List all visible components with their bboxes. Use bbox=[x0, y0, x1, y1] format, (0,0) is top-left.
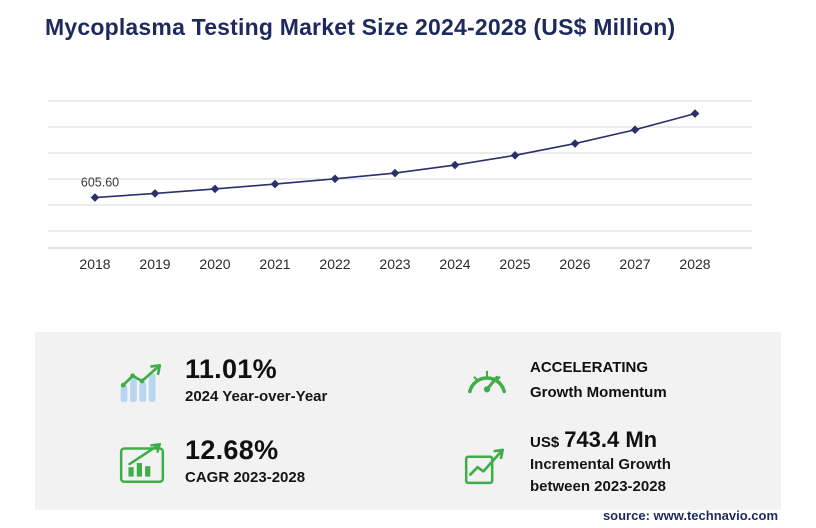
cagr-chart-icon bbox=[117, 437, 167, 487]
yoy-growth-value: 11.01% bbox=[185, 354, 277, 385]
momentum-line1: ACCELERATING bbox=[530, 359, 649, 376]
svg-text:2023: 2023 bbox=[379, 256, 410, 272]
svg-text:2025: 2025 bbox=[499, 256, 530, 272]
svg-text:605.60: 605.60 bbox=[81, 176, 119, 190]
stats-panel: 11.01% 2024 Year-over-Year ACCELERATING … bbox=[35, 332, 781, 510]
bar-chart-growth-icon bbox=[117, 356, 167, 406]
currency-label: US$ bbox=[530, 434, 560, 451]
incremental-growth-label-line2: between 2023-2028 bbox=[530, 477, 666, 495]
svg-text:2021: 2021 bbox=[259, 256, 290, 272]
stat-yoy-growth: 11.01% 2024 Year-over-Year bbox=[117, 354, 462, 407]
svg-text:2020: 2020 bbox=[199, 256, 230, 272]
svg-text:2028: 2028 bbox=[679, 256, 710, 272]
svg-text:2024: 2024 bbox=[439, 256, 470, 272]
svg-text:2027: 2027 bbox=[619, 256, 650, 272]
cagr-label: CAGR 2023-2028 bbox=[185, 469, 306, 487]
yoy-growth-label: 2024 Year-over-Year bbox=[185, 388, 328, 406]
stat-cagr: 12.68% CAGR 2023-2028 bbox=[117, 435, 462, 488]
incremental-growth-label-line1: Incremental Growth bbox=[530, 456, 671, 473]
market-size-chart: 2018 2019 2020 2021 2022 2023 2024 2025 2026 2027… bbox=[40, 82, 780, 282]
stat-growth-momentum: ACCELERATING Growth Momentum bbox=[462, 356, 771, 406]
svg-text:2018: 2018 bbox=[79, 256, 110, 272]
source-attribution: source: www.technavio.com bbox=[602, 508, 778, 523]
incremental-amount: 743.4 Mn bbox=[564, 427, 658, 452]
stat-incremental-growth: US$ 743.4 Mn Incremental Growth between … bbox=[462, 427, 771, 496]
momentum-line2: Growth Momentum bbox=[530, 383, 667, 401]
svg-text:2026: 2026 bbox=[559, 256, 590, 272]
svg-text:2022: 2022 bbox=[319, 256, 350, 272]
incremental-growth-icon bbox=[462, 437, 512, 487]
cagr-value: 12.68% bbox=[185, 435, 279, 466]
incremental-growth-value: US$ 743.4 Mn bbox=[530, 427, 671, 453]
speedometer-icon bbox=[462, 356, 512, 406]
svg-text:2019: 2019 bbox=[139, 256, 170, 272]
line-chart-svg: 2018 2019 2020 2021 2022 2023 2024 2025 2026 2027… bbox=[48, 100, 752, 272]
page-title: Mycoplasma Testing Market Size 2024-2028… bbox=[45, 14, 676, 40]
